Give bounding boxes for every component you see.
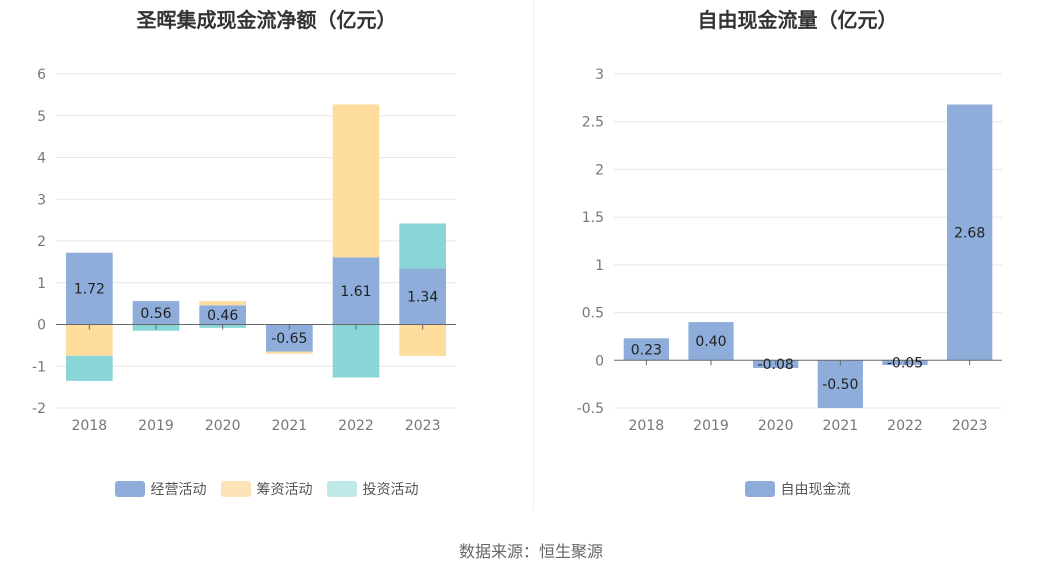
- bar-fcf: [947, 104, 993, 361]
- fcf-chart-plot: 3 2.5 2 1.5 1 0.5 0 -0.5 2018 2019 2020 2021 2022 202…: [577, 67, 1002, 434]
- data-label: -0.08: [758, 357, 794, 373]
- x-tick-label: 2022: [338, 418, 374, 434]
- bar-operating: [132, 301, 180, 325]
- data-label: 1.61: [340, 284, 371, 300]
- fcf-chart-panel: 自由现金流量（亿元） 3 2.5 2 1.5 1 0.5 0 -0.5 2018 2019 2020…: [533, 0, 1062, 520]
- bar-fcf: [688, 322, 734, 361]
- legend-label-financing: 筹资活动: [256, 482, 313, 498]
- bar-operating: [66, 252, 113, 325]
- legend-item-investing[interactable]: 投资活动: [326, 479, 419, 499]
- fcf-chart-legend: 自由现金流: [533, 479, 1062, 499]
- x-tick-label: 2022: [887, 418, 923, 434]
- legend-swatch-fcf: [744, 481, 775, 497]
- legend-item-financing[interactable]: 筹资活动: [220, 479, 313, 499]
- data-label: 0.46: [207, 308, 238, 324]
- fcf-chart-title: 自由现金流量（亿元）: [697, 8, 898, 32]
- bar-operating: [399, 268, 446, 325]
- data-label: 1.72: [74, 282, 105, 298]
- bar-financing: [332, 104, 380, 258]
- data-source-note: 数据来源：恒生聚源: [458, 542, 603, 561]
- legend-label-fcf: 自由现金流: [780, 482, 851, 498]
- x-tick-label: 2021: [272, 418, 308, 434]
- data-label: -0.50: [822, 377, 858, 393]
- bar-fcf: [817, 360, 863, 408]
- y-tick-label: 2: [595, 162, 604, 178]
- data-label: 1.34: [407, 290, 438, 306]
- bar-operating: [332, 257, 380, 325]
- y-tick-label: 1.5: [582, 210, 604, 226]
- bar-financing: [399, 324, 446, 356]
- y-tick-label: -0.5: [577, 401, 604, 417]
- y-tick-label: 0.5: [582, 306, 604, 322]
- data-label: -0.05: [887, 356, 923, 372]
- data-label: 0.40: [695, 334, 726, 350]
- data-label: 2.68: [954, 225, 985, 241]
- y-tick-label: 2: [37, 234, 46, 250]
- x-tick-label: 2020: [205, 418, 241, 434]
- bar-investing: [66, 355, 113, 381]
- y-tick-label: 4: [37, 151, 46, 167]
- cashflow-chart-plot: 6 5 4 3 2 1 0 -1 -2 2018 2019 2020 2021 2022 2023 1.72 0…: [32, 67, 456, 434]
- y-tick-label: 0: [37, 318, 46, 334]
- y-tick-label: 5: [37, 109, 46, 125]
- bar-fcf: [623, 338, 669, 361]
- bar-investing: [399, 223, 446, 269]
- y-tick-label: -1: [32, 359, 46, 375]
- legend-swatch-operating: [114, 481, 145, 497]
- x-tick-label: 2018: [72, 418, 108, 434]
- bar-financing: [66, 324, 113, 356]
- x-tick-label: 2021: [823, 418, 859, 434]
- x-tick-label: 2018: [629, 418, 665, 434]
- x-tick-label: 2019: [138, 418, 174, 434]
- y-tick-label: 0: [595, 353, 604, 369]
- y-tick-label: -2: [32, 401, 46, 417]
- x-tick-label: 2019: [693, 418, 729, 434]
- legend-label-operating: 经营活动: [150, 482, 207, 498]
- y-tick-label: 3: [595, 67, 604, 83]
- y-tick-label: 1: [37, 276, 46, 292]
- data-label: -0.65: [271, 331, 307, 347]
- y-tick-label: 2.5: [582, 115, 604, 131]
- data-label: 0.23: [631, 342, 662, 358]
- legend-label-investing: 投资活动: [362, 482, 419, 498]
- bar-operating: [199, 305, 246, 325]
- bar-financing: [199, 301, 246, 306]
- y-tick-label: 3: [37, 192, 46, 208]
- y-tick-label: 6: [37, 67, 46, 83]
- legend-item-fcf[interactable]: 自由现金流: [744, 479, 851, 499]
- x-tick-label: 2020: [758, 418, 794, 434]
- legend-swatch-financing: [220, 481, 251, 497]
- cashflow-chart-panel: 圣晖集成现金流净额（亿元） 6 5 4 3 2 1 0 -1 -2 2018 2019 2020 202…: [0, 0, 533, 520]
- legend-swatch-investing: [326, 481, 357, 497]
- bar-financing: [266, 351, 313, 354]
- data-label: 0.56: [140, 306, 171, 322]
- x-tick-label: 2023: [952, 418, 988, 434]
- y-tick-label: 1: [595, 258, 604, 274]
- panel-divider: [533, 0, 534, 510]
- x-tick-label: 2023: [405, 418, 441, 434]
- legend-item-operating[interactable]: 经营活动: [114, 479, 207, 499]
- cashflow-chart-title: 圣晖集成现金流净额（亿元）: [136, 8, 397, 32]
- bar-investing: [332, 324, 380, 378]
- cashflow-chart-legend: 经营活动 筹资活动 投资活动: [0, 479, 533, 499]
